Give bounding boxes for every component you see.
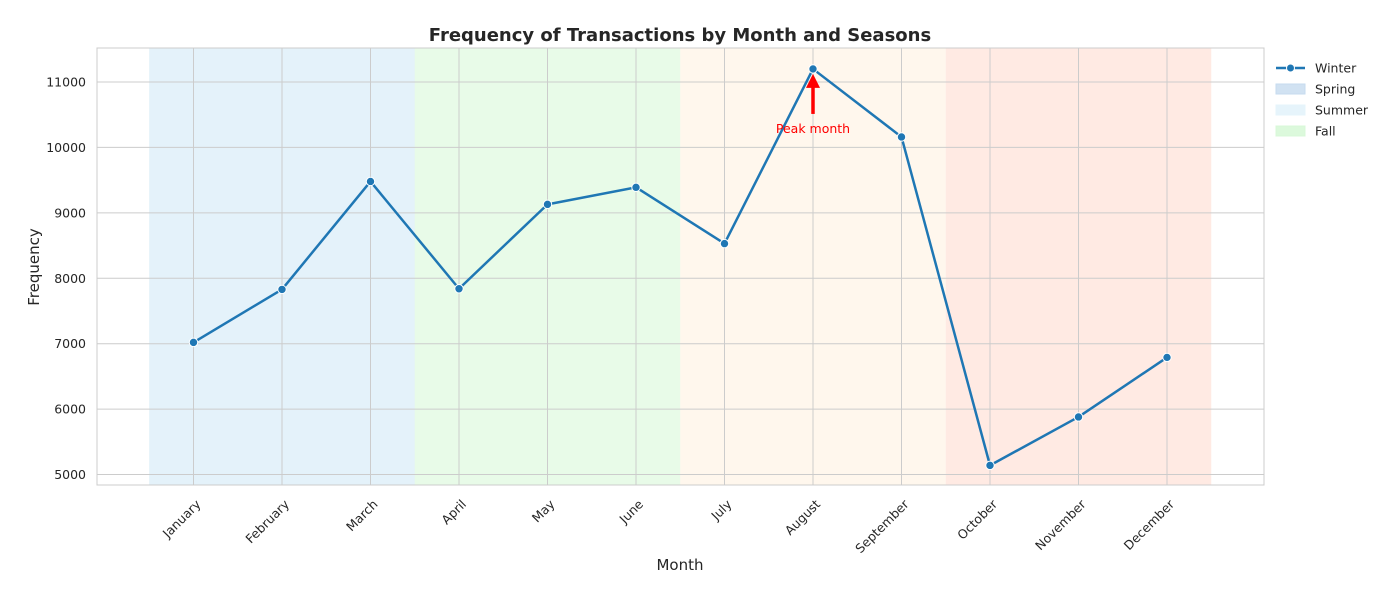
- y-axis-label: Frequency: [25, 228, 43, 306]
- annotation-text: Peak month: [776, 121, 850, 136]
- x-tick-label: January: [159, 496, 204, 541]
- x-tick-label: March: [343, 497, 381, 535]
- series-line: [192, 67, 1168, 467]
- legend-label: Spring: [1315, 82, 1355, 97]
- y-tick-label: 6000: [54, 402, 86, 417]
- legend-label: Winter: [1315, 61, 1357, 76]
- annotation-layer: Peak month: [776, 73, 850, 136]
- y-tick-label: 8000: [54, 271, 86, 286]
- x-tick-label: June: [616, 496, 647, 527]
- data-point: [542, 199, 553, 210]
- data-point: [719, 238, 730, 249]
- data-point: [631, 182, 641, 193]
- legend-swatch: [1275, 125, 1306, 137]
- y-tick-labels: 5000 6000 7000 8000 9000 10000 11000: [46, 75, 86, 483]
- x-tick-label: August: [782, 496, 824, 538]
- legend: Winter Spring Summer Fall: [1275, 61, 1369, 139]
- data-point: [808, 64, 818, 74]
- chart-title: Frequency of Transactions by Month and S…: [429, 25, 931, 46]
- x-tick-label: May: [529, 496, 558, 525]
- x-tick-label: April: [438, 497, 469, 528]
- data-point: [985, 460, 995, 471]
- y-tick-label: 5000: [54, 467, 86, 482]
- data-point: [454, 284, 464, 294]
- x-tick-label: December: [1121, 496, 1178, 553]
- x-axis-label: Month: [656, 556, 703, 574]
- annotation-arrow-head: [806, 73, 820, 88]
- y-tick-label: 7000: [54, 336, 86, 351]
- legend-swatch: [1275, 83, 1306, 95]
- legend-label: Fall: [1315, 124, 1336, 139]
- y-tick-label: 9000: [54, 205, 86, 220]
- x-tick-labels: January February March April May June July Augu…: [159, 496, 1178, 556]
- data-point: [1073, 412, 1084, 422]
- x-tick-label: February: [242, 496, 292, 546]
- x-tick-label: November: [1032, 496, 1089, 553]
- y-tick-label: 11000: [46, 75, 86, 90]
- data-point: [1162, 352, 1172, 363]
- plot-frame: [96, 47, 1265, 486]
- x-tick-label: July: [707, 496, 735, 524]
- season-bands: [149, 48, 1212, 485]
- y-tick-label: 10000: [46, 140, 86, 155]
- x-tick-label: September: [852, 496, 912, 556]
- data-point: [896, 132, 907, 142]
- data-point: [277, 284, 287, 295]
- legend-marker: [1286, 63, 1295, 73]
- x-tick-label: October: [954, 496, 1001, 543]
- data-point: [365, 176, 376, 187]
- legend-label: Summer: [1315, 103, 1369, 118]
- data-point: [188, 337, 199, 348]
- series-layer: [188, 64, 1172, 471]
- legend-swatch: [1275, 104, 1306, 116]
